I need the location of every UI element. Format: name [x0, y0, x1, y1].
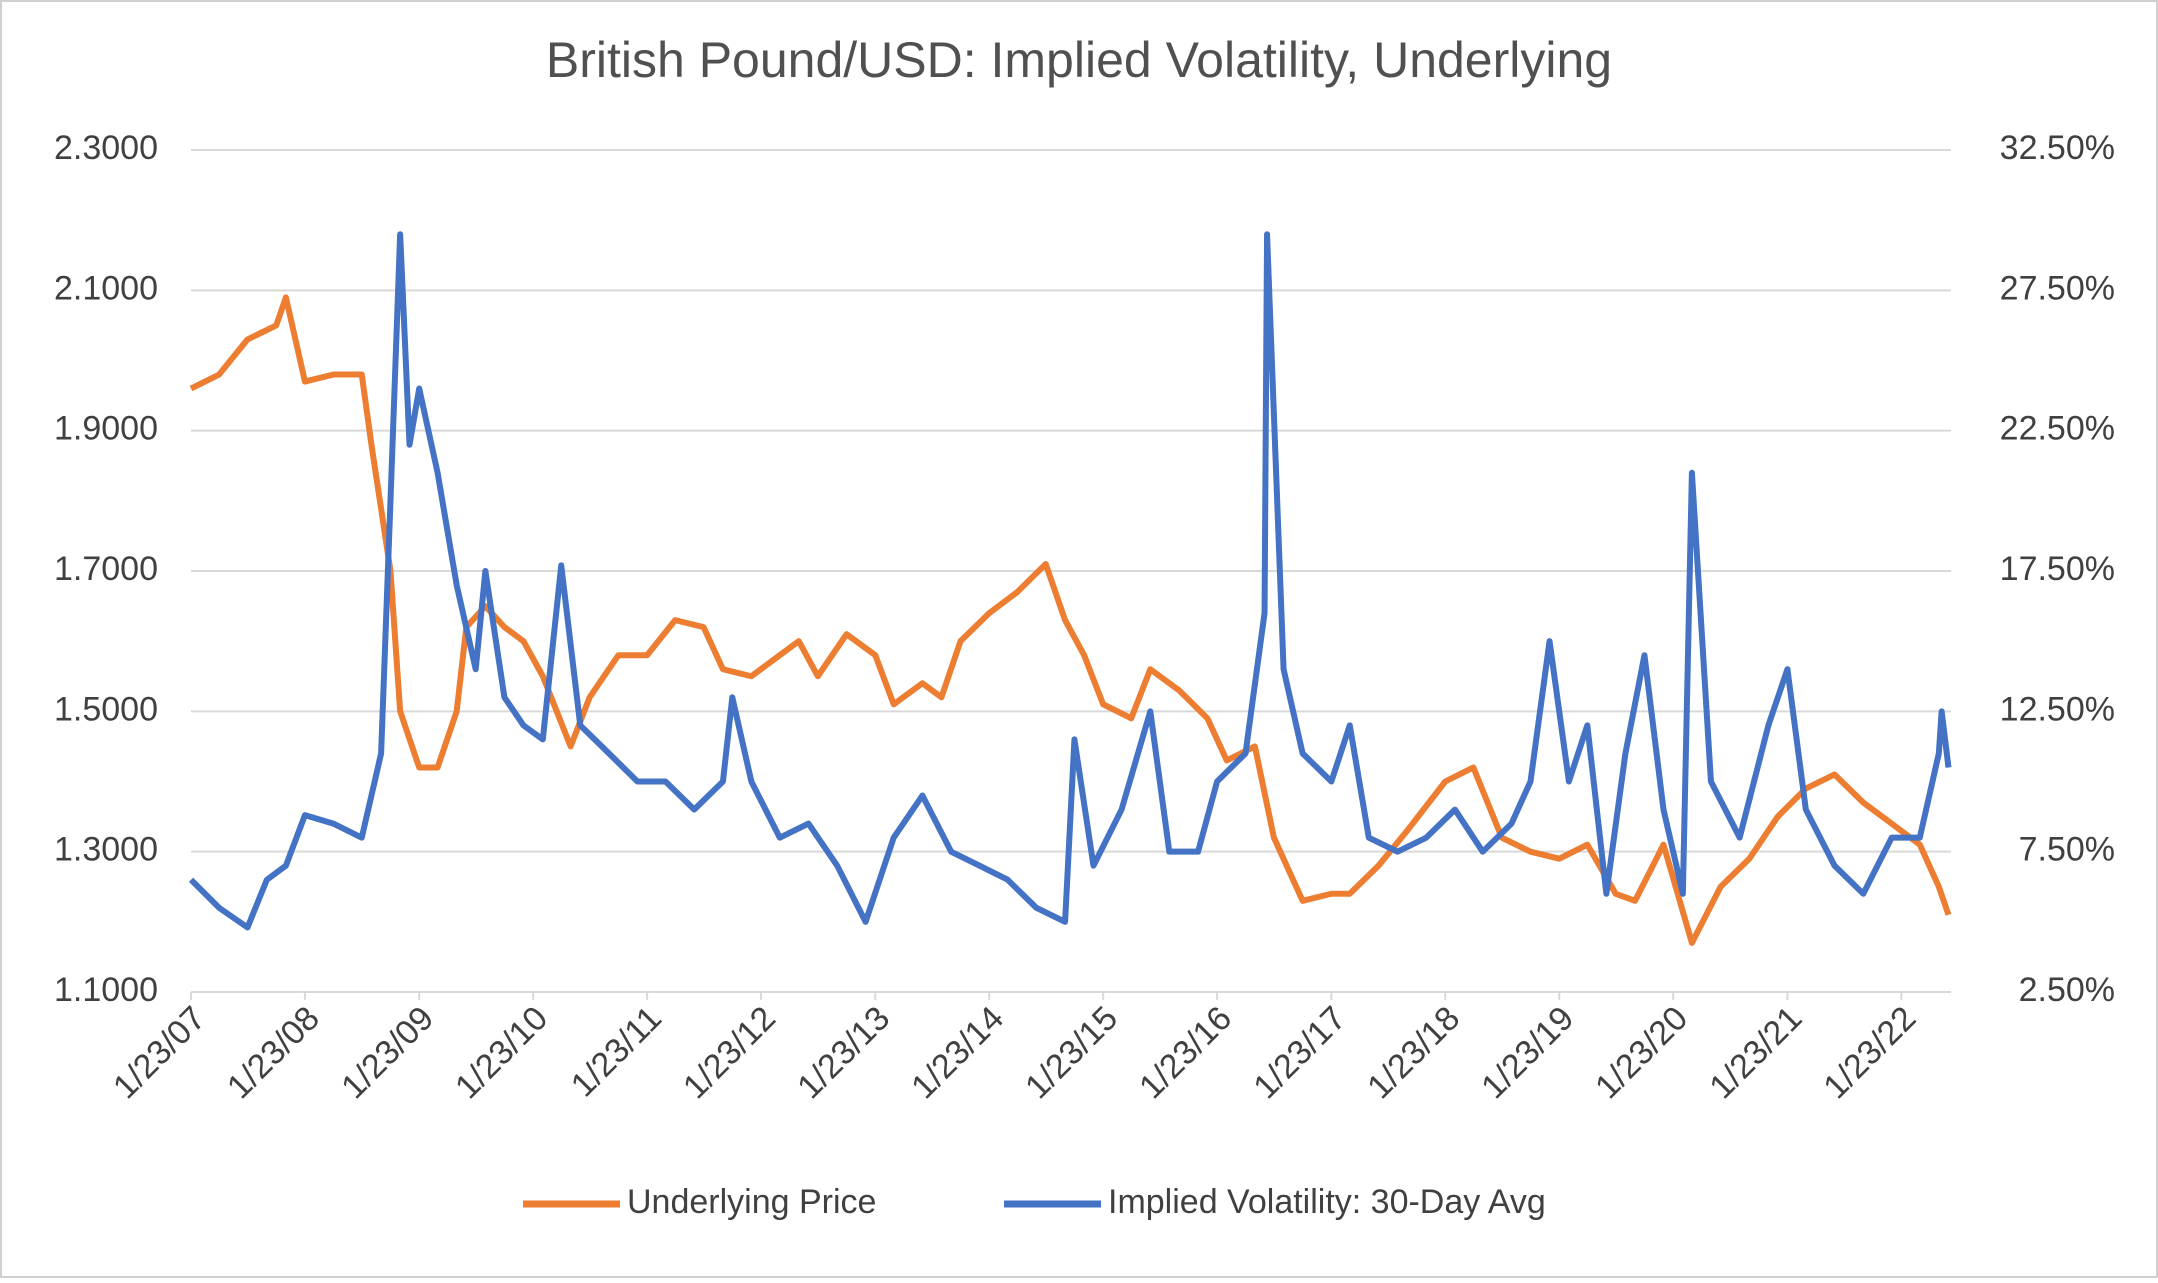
legend-label: Underlying Price	[627, 1183, 876, 1221]
y-tick-label: 2.3000	[54, 129, 158, 167]
y-tick-label: 1.1000	[54, 971, 158, 1009]
series-line	[188, 231, 1952, 931]
y2-tick-label: 12.50%	[2000, 690, 2115, 728]
chart-title: British Pound/USD: Implied Volatility, U…	[546, 32, 1612, 88]
y2-tick-label: 7.50%	[2019, 831, 2115, 869]
y-tick-label: 1.7000	[54, 550, 158, 588]
y2-tick-label: 32.50%	[2000, 129, 2115, 167]
y2-tick-label: 2.50%	[2019, 971, 2115, 1009]
series-line	[189, 294, 1952, 946]
y-tick-label: 1.3000	[54, 831, 158, 869]
y2-tick-label: 27.50%	[2000, 269, 2115, 307]
y-tick-label: 1.9000	[54, 410, 158, 448]
y-tick-label: 2.1000	[54, 269, 158, 307]
y2-tick-label: 17.50%	[2000, 550, 2115, 588]
legend-label: Implied Volatility: 30-Day Avg	[1108, 1183, 1546, 1221]
y-tick-label: 1.5000	[54, 690, 158, 728]
y2-tick-label: 22.50%	[2000, 410, 2115, 448]
